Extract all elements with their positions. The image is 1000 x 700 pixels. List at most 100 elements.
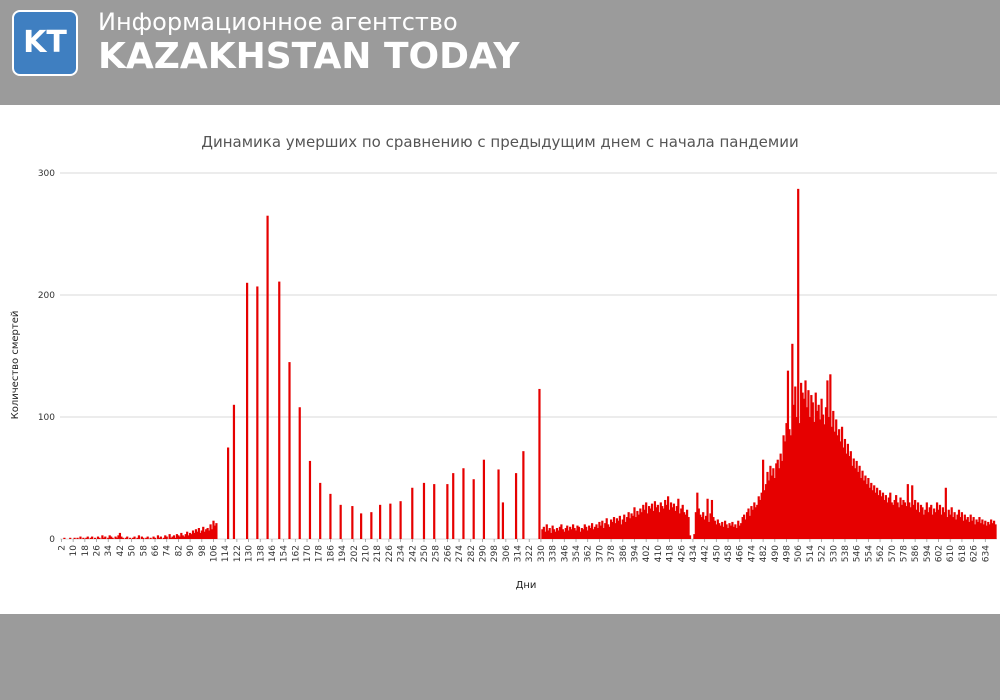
bar — [213, 525, 217, 539]
bar — [671, 507, 674, 539]
x-tick-label: 138 — [256, 545, 266, 562]
bar — [399, 501, 402, 539]
bar — [360, 513, 363, 539]
x-tick-label: 482 — [759, 545, 769, 562]
bar — [861, 470, 864, 539]
x-tick-label: 354 — [572, 545, 582, 562]
bar — [227, 447, 230, 539]
bar — [193, 532, 196, 539]
bar — [573, 528, 576, 539]
bar — [620, 524, 623, 539]
bar — [544, 531, 547, 539]
x-tick-label: 538 — [841, 545, 851, 562]
bar — [678, 513, 681, 539]
x-tick-label: 634 — [981, 545, 991, 562]
bar — [810, 395, 813, 539]
footer-band — [0, 614, 1000, 700]
bar — [968, 521, 971, 539]
bar — [634, 517, 638, 539]
bar — [797, 188, 800, 540]
bar — [817, 404, 820, 539]
bar — [697, 508, 700, 539]
bar — [754, 507, 757, 539]
bar — [131, 537, 135, 539]
bar — [851, 465, 854, 539]
bar — [712, 517, 715, 539]
bar — [757, 496, 760, 539]
bar — [788, 429, 791, 539]
bar — [194, 529, 198, 539]
x-tick-label: 106 — [209, 545, 219, 562]
bar — [859, 478, 863, 539]
bar — [794, 386, 797, 539]
bar — [949, 514, 952, 539]
bar — [911, 485, 914, 539]
bar — [741, 517, 744, 539]
bar — [102, 537, 105, 539]
bar — [963, 514, 966, 539]
bar — [984, 520, 987, 539]
bar — [85, 537, 88, 539]
bar — [915, 509, 918, 539]
x-tick-label: 466 — [736, 545, 746, 562]
bar — [136, 537, 139, 539]
bar — [684, 514, 687, 539]
bar — [747, 508, 750, 539]
bar — [873, 485, 876, 539]
bar — [781, 460, 784, 539]
bar — [129, 537, 132, 539]
bar — [552, 529, 556, 539]
bar — [117, 535, 120, 539]
bar — [950, 507, 953, 539]
bar — [738, 525, 741, 539]
bar — [186, 531, 189, 539]
bar — [329, 493, 332, 539]
x-tick-label: 402 — [642, 545, 652, 562]
bar — [557, 530, 560, 539]
bar — [864, 475, 867, 539]
bar — [925, 502, 928, 539]
y-tick-label: 200 — [38, 291, 55, 301]
bar — [197, 528, 200, 539]
bar — [563, 531, 566, 539]
bar — [180, 532, 183, 539]
y-tick-label: 300 — [38, 169, 55, 179]
bar — [658, 512, 661, 539]
bar — [643, 509, 646, 539]
bar — [902, 499, 905, 539]
bar — [937, 509, 940, 539]
bar — [452, 473, 455, 539]
bar — [659, 502, 662, 539]
bar — [694, 512, 697, 539]
bar — [111, 537, 114, 539]
bar — [819, 419, 822, 539]
bar — [952, 517, 955, 539]
bar — [762, 459, 765, 539]
chart-title: Динамика умерших по сравнению с предыдущ… — [201, 133, 798, 151]
bar — [826, 380, 829, 539]
bar — [583, 524, 586, 539]
x-tick-label: 522 — [818, 545, 828, 562]
bar — [778, 468, 781, 539]
bar — [728, 523, 731, 539]
bar — [721, 521, 724, 539]
bar — [96, 536, 100, 539]
x-tick-label: 570 — [888, 545, 898, 562]
x-axis-label: Дни — [516, 580, 537, 591]
bar — [893, 499, 896, 539]
bar — [731, 521, 734, 539]
bar — [899, 497, 902, 539]
bar — [558, 526, 562, 539]
bar — [351, 506, 354, 539]
bar — [595, 524, 598, 539]
x-tick-label: 442 — [701, 545, 711, 562]
bar — [688, 535, 692, 539]
bar — [978, 517, 981, 539]
bar — [909, 507, 912, 539]
bar — [897, 507, 901, 539]
bar — [548, 528, 551, 539]
bar — [545, 524, 548, 539]
bar — [164, 535, 167, 539]
x-tick-label: 290 — [478, 545, 488, 562]
bar — [829, 374, 832, 539]
